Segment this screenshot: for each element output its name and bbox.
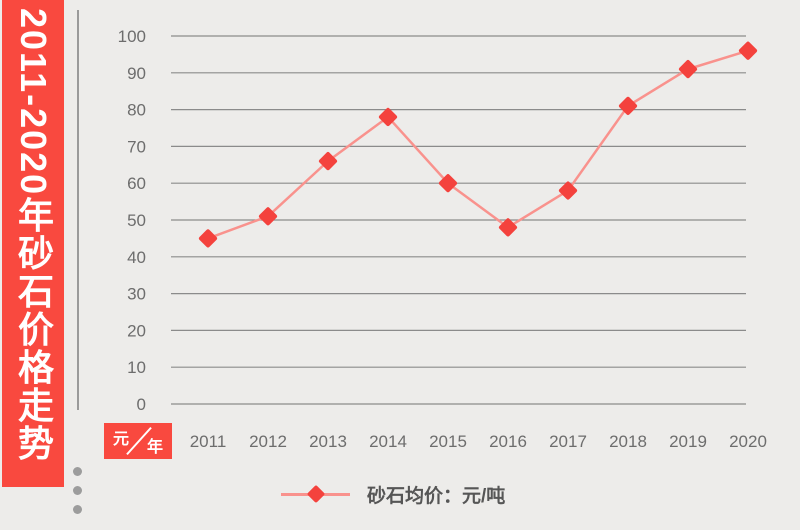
y-tick-label: 0 <box>137 395 146 414</box>
y-tick-label: 40 <box>127 248 146 267</box>
page-title: 2011-2020年砂石价格走势 <box>13 8 54 463</box>
x-tick-label: 2013 <box>309 432 347 451</box>
x-tick-label: 2014 <box>369 432 407 451</box>
x-tick-label: 2020 <box>729 432 767 451</box>
data-point-marker <box>198 229 218 248</box>
y-tick-label: 60 <box>127 174 146 193</box>
data-point-marker <box>738 41 758 60</box>
data-point-marker <box>558 181 578 200</box>
legend-diamond-icon <box>306 484 325 504</box>
y-tick-label: 30 <box>127 285 146 304</box>
x-tick-label: 2017 <box>549 432 587 451</box>
y-tick-label: 70 <box>127 137 146 156</box>
x-tick-label: 2011 <box>190 432 227 451</box>
data-point-marker <box>318 152 338 171</box>
x-tick-label: 2016 <box>489 432 527 451</box>
y-tick-label: 90 <box>127 64 146 83</box>
data-point-marker <box>498 218 518 237</box>
title-banner: 2011-2020年砂石价格走势 <box>2 0 64 487</box>
divider-line <box>77 10 79 410</box>
y-tick-label: 50 <box>127 211 146 230</box>
data-point-marker <box>258 207 278 226</box>
x-tick-label: 2018 <box>609 432 647 451</box>
decor-dot <box>73 486 82 495</box>
unit-y-label: 元 <box>113 431 130 448</box>
data-point-marker <box>618 96 638 115</box>
decor-dot <box>73 505 82 514</box>
legend-line-marker <box>281 484 350 504</box>
x-tick-label: 2012 <box>249 432 287 451</box>
y-tick-label: 20 <box>127 321 146 340</box>
x-tick-label: 2019 <box>669 432 707 451</box>
x-tick-label: 2015 <box>429 432 467 451</box>
series-line <box>207 49 749 240</box>
axis-unit-badge: 元 年 <box>104 423 172 459</box>
chart-legend: 砂石均价：元/吨 <box>281 482 506 507</box>
unit-x-label: 年 <box>146 439 163 456</box>
decor-dot <box>73 467 82 476</box>
y-tick-label: 80 <box>127 101 146 120</box>
data-point-marker <box>438 174 458 193</box>
decor-dots <box>73 467 83 524</box>
legend-label: 砂石均价：元/吨 <box>367 485 506 507</box>
data-point-marker <box>678 60 698 79</box>
y-tick-label: 100 <box>118 27 146 46</box>
data-point-marker <box>378 107 398 127</box>
y-tick-label: 10 <box>127 358 146 377</box>
